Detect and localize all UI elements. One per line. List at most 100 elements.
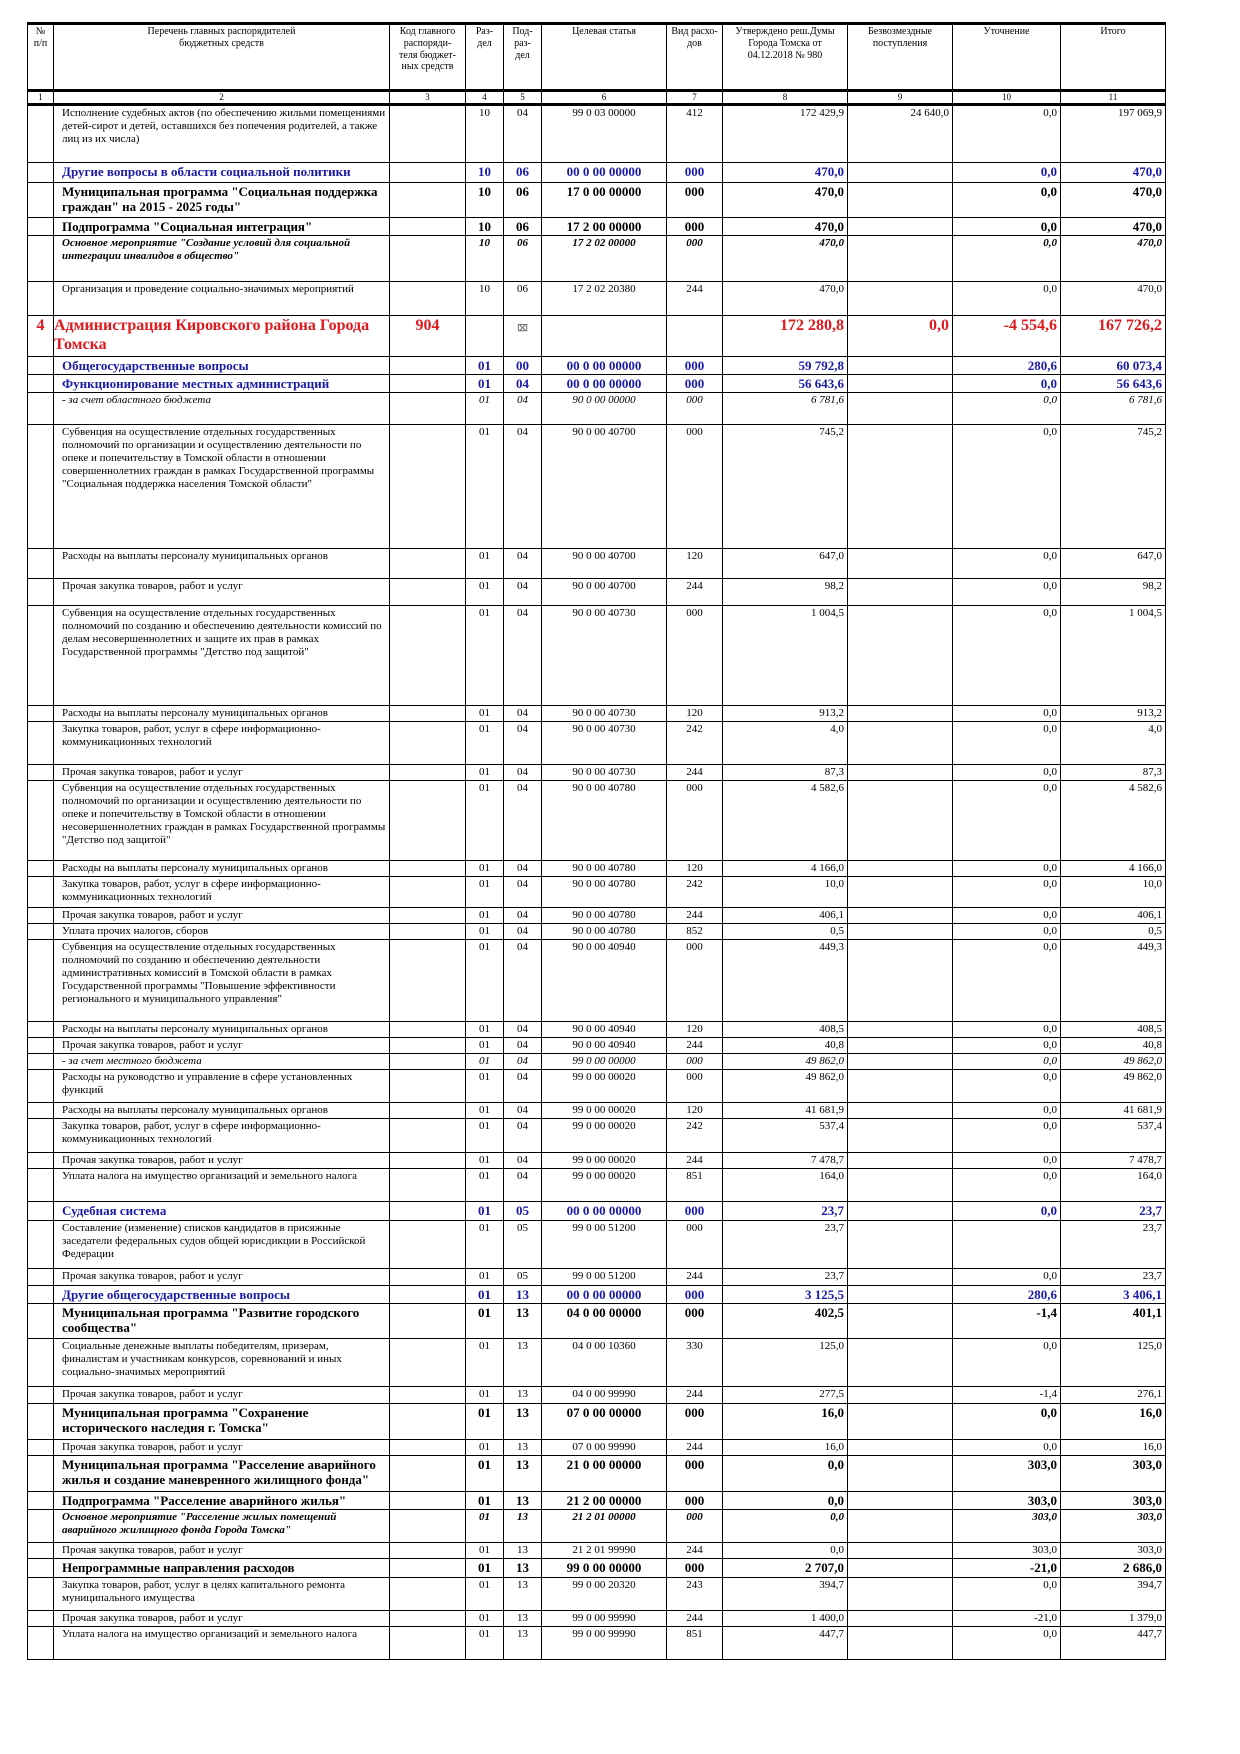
row-podrazdel-cell: 13 — [503, 1542, 542, 1560]
table-row: - за счет местного бюджета 01 04 99 0 00 00… — [27, 1053, 1166, 1071]
row-name-cell: Расходы на выплаты персоналу муниципальн… — [53, 548, 390, 580]
column-number: 2 — [53, 89, 390, 106]
row-number-cell — [27, 1490, 54, 1511]
row-number-cell — [27, 234, 54, 282]
row-podrazdel-cell: 04 — [503, 374, 542, 394]
row-name-cell: Уплата налога на имущество организаций и… — [53, 1168, 390, 1203]
row-vid-cell: 000 — [666, 1201, 723, 1221]
row-utochnenie-cell: 0,0 — [952, 1168, 1061, 1203]
row-utverzhdeno-cell: 40,8 — [722, 1037, 848, 1055]
row-number-cell — [27, 161, 54, 183]
row-utverzhdeno-cell: 4 582,6 — [722, 780, 848, 862]
row-razdel-cell: 01 — [465, 1168, 504, 1203]
table-row: Субвенция на осуществление отдельных гос… — [27, 780, 1166, 862]
row-name-cell: Закупка товаров, работ, услуг в сфере ин… — [53, 876, 390, 909]
header-vid: Вид расхо- дов — [666, 22, 723, 91]
row-vid-cell: 000 — [666, 161, 723, 183]
row-itogo-cell: 537,4 — [1060, 1118, 1166, 1154]
row-utverzhdeno-cell: 23,7 — [722, 1219, 848, 1269]
row-bezvozmezdnye-cell — [847, 1302, 953, 1339]
column-number: 9 — [847, 89, 953, 106]
header-tselevaya: Целевая статья — [541, 22, 667, 91]
row-vid-cell — [666, 314, 723, 357]
row-razdel-cell: 01 — [465, 764, 504, 782]
row-itogo-cell: 303,0 — [1060, 1509, 1166, 1544]
row-name-cell: Прочая закупка товаров, работ и услуг — [53, 1037, 390, 1055]
row-tselevaya-cell: 99 0 00 00020 — [541, 1152, 667, 1170]
table-row: Субвенция на осуществление отдельных гос… — [27, 424, 1166, 550]
header-utochnenie: Уточнение — [952, 22, 1061, 91]
row-utochnenie-cell: 0,0 — [952, 548, 1061, 580]
row-vid-cell: 852 — [666, 923, 723, 941]
row-podrazdel-cell: 04 — [503, 1069, 542, 1104]
row-podrazdel-cell: 13 — [503, 1302, 542, 1339]
row-utverzhdeno-cell: 4,0 — [722, 721, 848, 766]
row-name-cell: Прочая закупка товаров, работ и услуг — [53, 907, 390, 925]
row-vid-cell: 244 — [666, 1385, 723, 1404]
table-row: Муниципальная программа "Расселение авар… — [27, 1454, 1166, 1492]
row-itogo-cell: 447,7 — [1060, 1625, 1166, 1660]
row-utverzhdeno-cell: 647,0 — [722, 548, 848, 580]
row-utverzhdeno-cell: 406,1 — [722, 907, 848, 925]
row-utochnenie-cell: 0,0 — [952, 860, 1061, 878]
row-utverzhdeno-cell: 172 429,9 — [722, 103, 848, 163]
row-utochnenie-cell: 0,0 — [952, 280, 1061, 316]
row-itogo-cell: 0,5 — [1060, 923, 1166, 941]
row-code-cell — [389, 1021, 466, 1039]
row-vid-cell: 244 — [666, 280, 723, 316]
row-bezvozmezdnye-cell — [847, 1454, 953, 1492]
row-vid-cell: 000 — [666, 1490, 723, 1511]
table-row: Расходы на выплаты персоналу муниципальн… — [27, 860, 1166, 878]
row-bezvozmezdnye-cell — [847, 764, 953, 782]
row-podrazdel-cell: 04 — [503, 939, 542, 1023]
row-number-cell — [27, 780, 54, 862]
row-itogo-cell: 87,3 — [1060, 764, 1166, 782]
row-utochnenie-cell: -21,0 — [952, 1558, 1061, 1578]
table-row: Прочая закупка товаров, работ и услуг 01 0… — [27, 907, 1166, 925]
row-code-cell — [389, 1201, 466, 1221]
row-vid-cell: 330 — [666, 1337, 723, 1387]
row-number-cell — [27, 181, 54, 218]
row-podrazdel-cell: 04 — [503, 605, 542, 707]
row-podrazdel-cell: 13 — [503, 1625, 542, 1660]
row-code-cell — [389, 1168, 466, 1203]
row-utverzhdeno-cell: 4 166,0 — [722, 860, 848, 878]
row-tselevaya-cell: 17 2 00 00000 — [541, 216, 667, 236]
row-razdel-cell: 01 — [465, 705, 504, 723]
table-row: Муниципальная программа "Развитие городс… — [27, 1302, 1166, 1339]
row-razdel-cell: 01 — [465, 1118, 504, 1154]
row-bezvozmezdnye-cell — [847, 1625, 953, 1660]
row-code-cell — [389, 876, 466, 909]
row-code-cell — [389, 1558, 466, 1578]
row-utverzhdeno-cell: 745,2 — [722, 424, 848, 550]
row-utochnenie-cell: 0,0 — [952, 1037, 1061, 1055]
row-vid-cell: 000 — [666, 1219, 723, 1269]
row-bezvozmezdnye-cell: 24 640,0 — [847, 103, 953, 163]
row-podrazdel-cell: 04 — [503, 1037, 542, 1055]
row-razdel-cell: 01 — [465, 578, 504, 607]
row-utochnenie-cell: 0,0 — [952, 578, 1061, 607]
row-code-cell — [389, 1454, 466, 1492]
row-code-cell — [389, 1576, 466, 1611]
column-number: 3 — [389, 89, 466, 106]
row-name-cell: Исполнение судебных актов (по обеспечени… — [53, 103, 390, 163]
row-number-cell — [27, 1219, 54, 1269]
row-utverzhdeno-cell: 0,0 — [722, 1454, 848, 1492]
row-number-cell — [27, 1037, 54, 1055]
row-vid-cell: 242 — [666, 1118, 723, 1154]
row-code-cell — [389, 721, 466, 766]
row-code-cell — [389, 1542, 466, 1560]
table-row: Прочая закупка товаров, работ и услуг 01 0… — [27, 764, 1166, 782]
row-vid-cell: 120 — [666, 548, 723, 580]
row-utochnenie-cell: -1,4 — [952, 1302, 1061, 1339]
row-number-cell — [27, 1625, 54, 1660]
row-podrazdel-cell: 13 — [503, 1402, 542, 1440]
row-itogo-cell: 10,0 — [1060, 876, 1166, 909]
row-utochnenie-cell: 0,0 — [952, 721, 1061, 766]
table-row: Прочая закупка товаров, работ и услуг 01 1… — [27, 1385, 1166, 1404]
row-bezvozmezdnye-cell — [847, 605, 953, 707]
row-bezvozmezdnye-cell — [847, 1069, 953, 1104]
table-row: Судебная система 01 05 00 0 00 00000 000 23,7… — [27, 1201, 1166, 1221]
row-name-cell: Закупка товаров, работ, услуг в сфере ин… — [53, 721, 390, 766]
row-podrazdel-cell: 00 — [503, 355, 542, 376]
